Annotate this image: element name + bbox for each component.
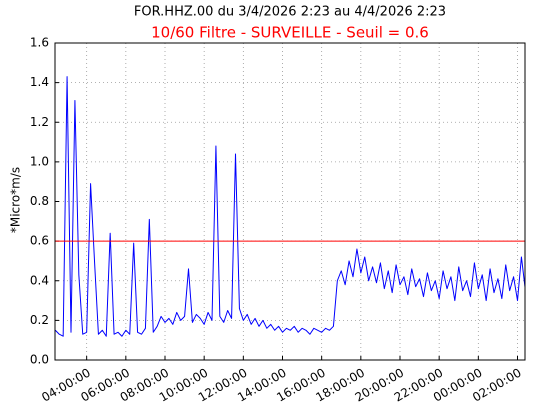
chart-title: FOR.HHZ.00 du 3/4/2026 2:23 au 4/4/2026 … [134, 5, 446, 20]
chart-subtitle: 10/60 Filtre - SURVEILLE - Seuil = 0.6 [151, 24, 429, 42]
y-tick-label: 0.6 [30, 234, 49, 248]
y-tick-label: 1.6 [30, 36, 49, 50]
y-axis-label: *Micro*m/s [9, 167, 23, 233]
data-line [54, 76, 526, 337]
y-tick-label: 1.0 [30, 154, 49, 168]
y-tick-label: 0.4 [30, 273, 49, 287]
y-tick-label: 1.2 [30, 115, 49, 129]
plot-frame [54, 42, 526, 361]
y-tick-label: 1.4 [30, 75, 49, 89]
y-tick-label: 0.0 [30, 353, 49, 367]
y-tick-label: 0.8 [30, 194, 49, 208]
y-tick-label: 0.2 [30, 313, 49, 327]
